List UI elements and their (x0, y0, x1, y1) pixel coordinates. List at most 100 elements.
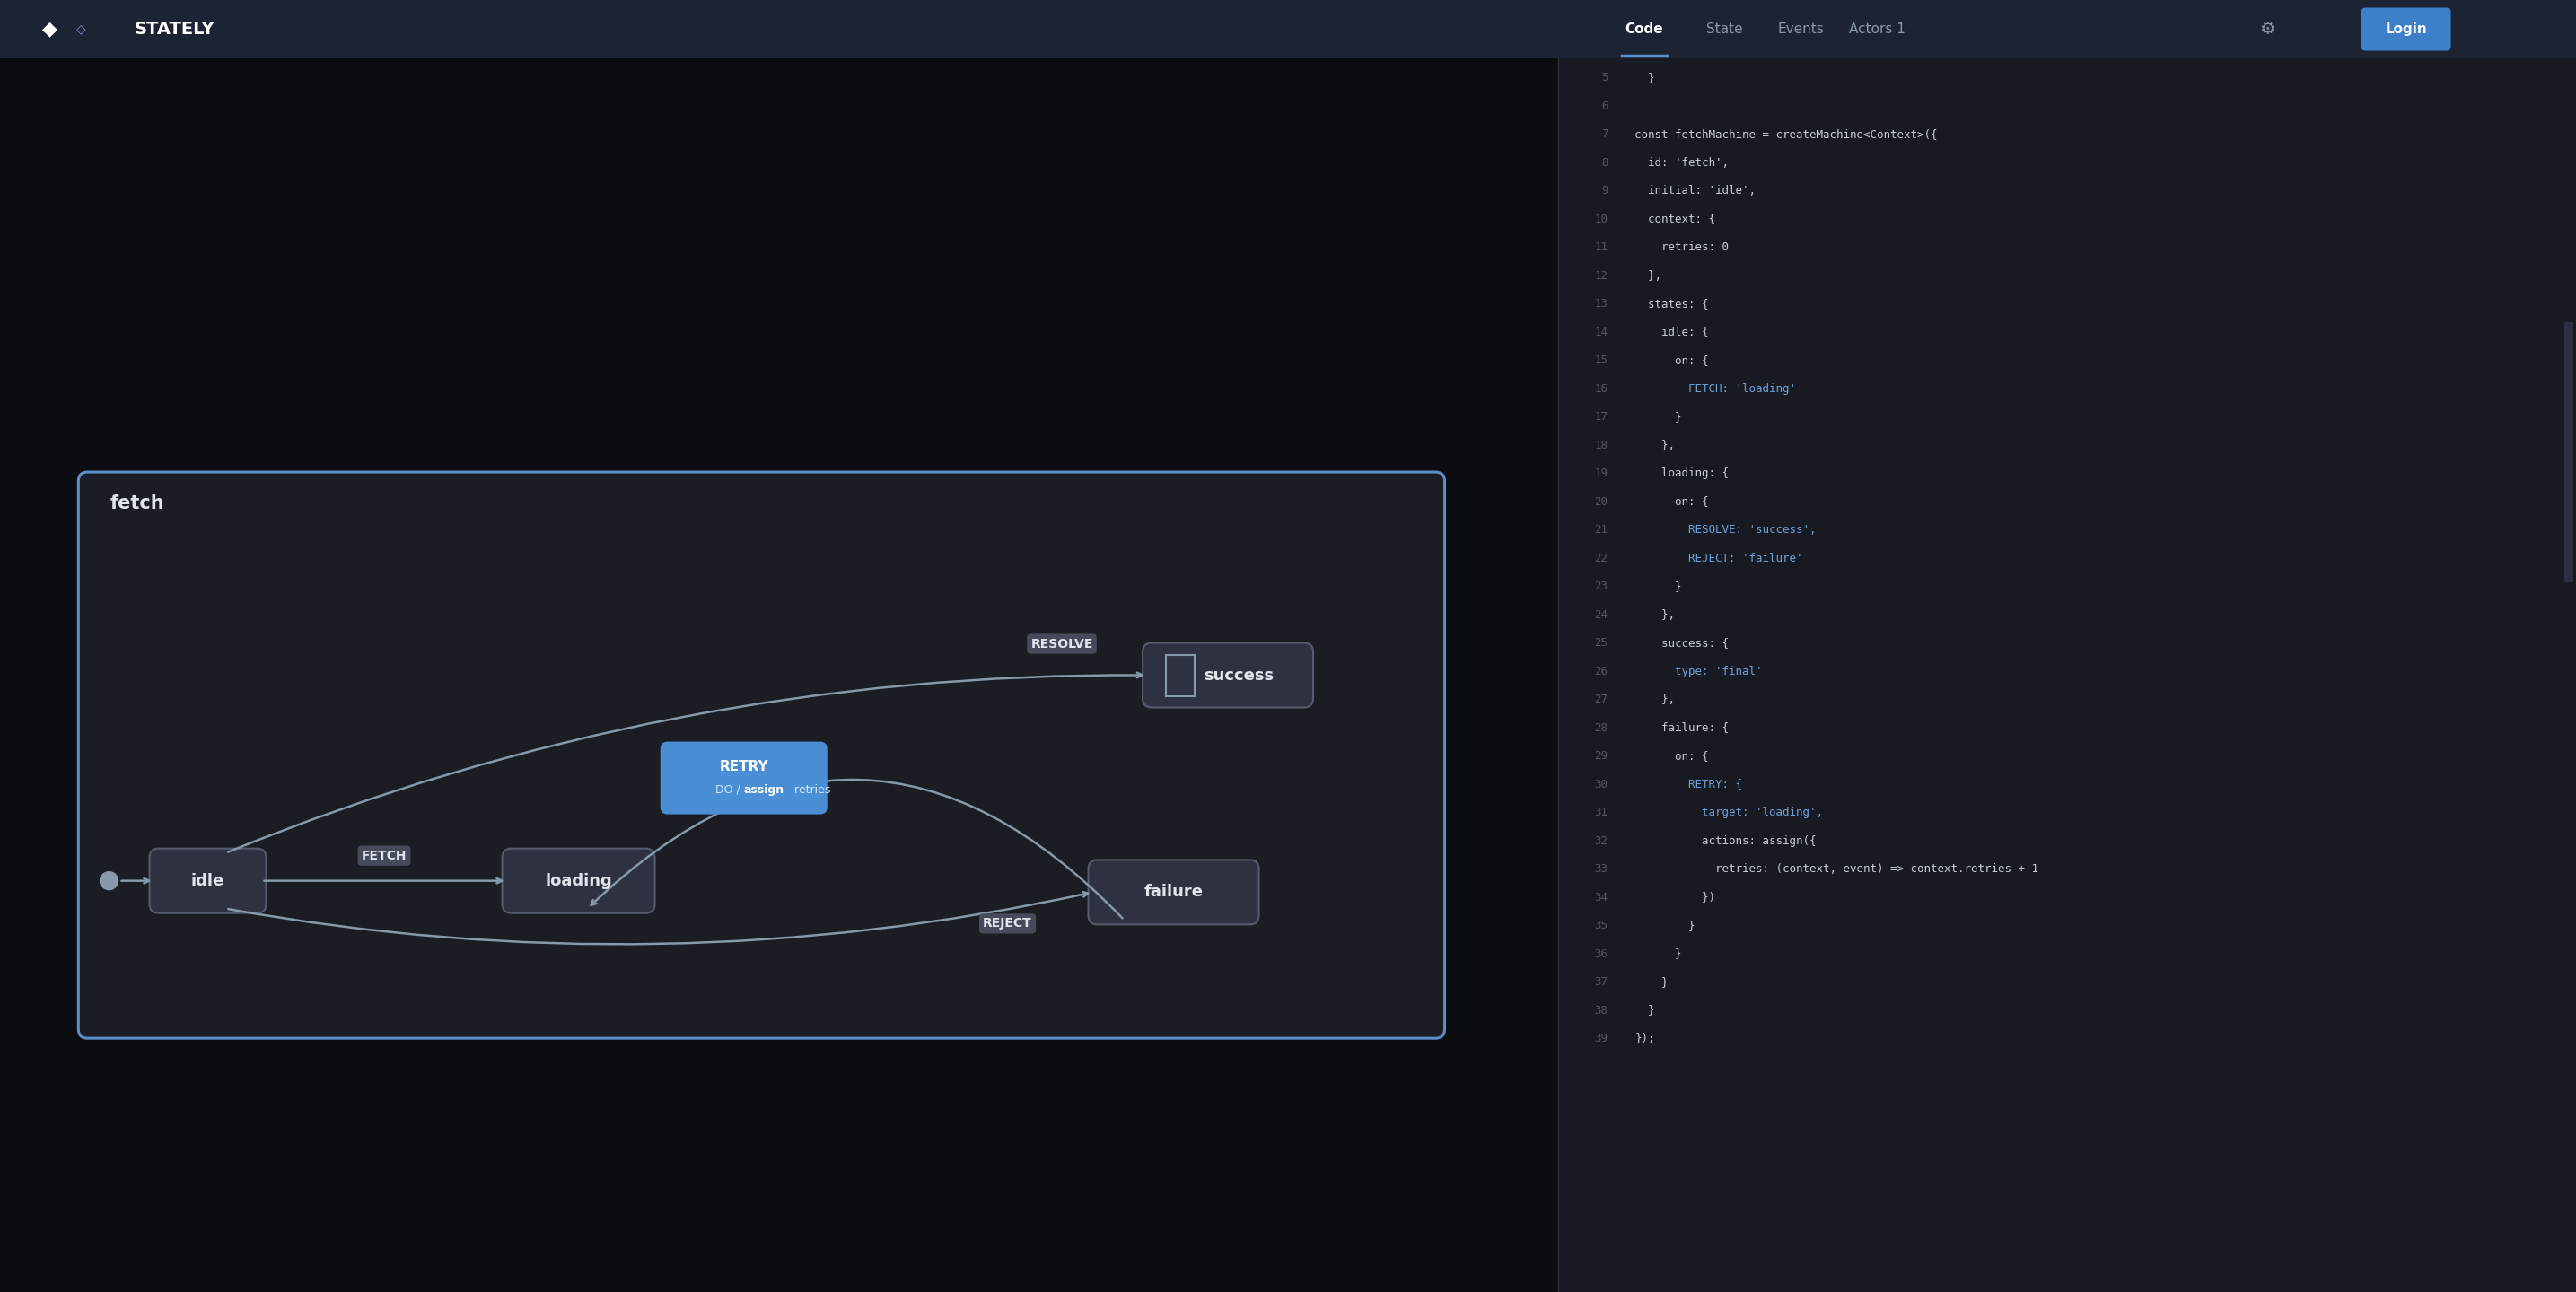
Text: ◆: ◆ (41, 21, 57, 39)
Text: }: } (1636, 977, 1669, 988)
Text: initial: 'idle',: initial: 'idle', (1636, 185, 1757, 196)
Text: 38: 38 (1595, 1004, 1607, 1016)
Text: 32: 32 (1595, 835, 1607, 846)
Text: ◇: ◇ (77, 23, 85, 35)
Text: });: }); (1636, 1032, 1654, 1044)
Text: REJECT: 'failure': REJECT: 'failure' (1636, 552, 1803, 563)
Text: success: success (1203, 667, 1273, 683)
Text: 19: 19 (1595, 468, 1607, 479)
FancyBboxPatch shape (2563, 322, 2573, 583)
Text: 39: 39 (1595, 1032, 1607, 1044)
Text: }: } (1636, 411, 1682, 422)
Text: REJECT: REJECT (984, 917, 1033, 930)
FancyBboxPatch shape (659, 742, 827, 814)
Text: retries: 0: retries: 0 (1636, 242, 1728, 253)
Text: type: 'final': type: 'final' (1636, 665, 1762, 677)
Text: },: }, (1636, 609, 1674, 620)
FancyBboxPatch shape (1144, 643, 1314, 708)
Text: 25: 25 (1595, 637, 1607, 649)
Text: states: {: states: { (1636, 298, 1708, 310)
Text: FETCH: 'loading': FETCH: 'loading' (1636, 382, 1795, 394)
Text: failure: {: failure: { (1636, 722, 1728, 734)
Text: retries: retries (791, 784, 829, 796)
Text: Events: Events (1777, 22, 1824, 36)
Text: STATELY: STATELY (134, 21, 214, 37)
Text: on: {: on: { (1636, 496, 1708, 508)
FancyBboxPatch shape (502, 849, 654, 913)
Text: 29: 29 (1595, 751, 1607, 762)
Text: idle: {: idle: { (1636, 326, 1708, 337)
Text: 14: 14 (1595, 326, 1607, 337)
Text: target: 'loading',: target: 'loading', (1636, 806, 1824, 818)
Text: }: } (1636, 72, 1654, 84)
Text: 23: 23 (1595, 580, 1607, 592)
Text: RETRY: {: RETRY: { (1636, 778, 1741, 789)
Text: },: }, (1636, 270, 1662, 282)
Text: Actors 1: Actors 1 (1850, 22, 1906, 36)
Text: 26: 26 (1595, 665, 1607, 677)
Circle shape (100, 872, 118, 890)
Text: 17: 17 (1595, 411, 1607, 422)
Text: }: } (1636, 920, 1695, 932)
Text: idle: idle (191, 872, 224, 889)
Text: 33: 33 (1595, 863, 1607, 875)
Text: 37: 37 (1595, 977, 1607, 988)
Text: actions: assign({: actions: assign({ (1636, 835, 1816, 846)
Text: RESOLVE: 'success',: RESOLVE: 'success', (1636, 525, 1816, 536)
Text: 13: 13 (1595, 298, 1607, 310)
Text: 16: 16 (1595, 382, 1607, 394)
FancyBboxPatch shape (77, 472, 1445, 1039)
Text: on: {: on: { (1636, 751, 1708, 762)
Text: 8: 8 (1602, 156, 1607, 168)
Text: 24: 24 (1595, 609, 1607, 620)
Text: Code: Code (1625, 22, 1664, 36)
FancyBboxPatch shape (0, 0, 2576, 58)
Text: RETRY: RETRY (719, 760, 768, 773)
Text: 21: 21 (1595, 525, 1607, 536)
Text: 22: 22 (1595, 552, 1607, 563)
Text: }): }) (1636, 891, 1716, 903)
Text: 27: 27 (1595, 694, 1607, 705)
Text: 11: 11 (1595, 242, 1607, 253)
Text: success: {: success: { (1636, 637, 1728, 649)
Text: on: {: on: { (1636, 354, 1708, 366)
Text: loading: {: loading: { (1636, 468, 1728, 479)
Text: }: } (1636, 580, 1682, 592)
Text: 34: 34 (1595, 891, 1607, 903)
Text: failure: failure (1144, 884, 1203, 901)
Text: fetch: fetch (111, 495, 165, 513)
Text: 15: 15 (1595, 354, 1607, 366)
Text: loading: loading (546, 872, 613, 889)
FancyBboxPatch shape (2362, 8, 2450, 50)
Text: 5: 5 (1602, 72, 1607, 84)
Text: assign: assign (744, 784, 783, 796)
Text: retries: (context, event) => context.retries + 1: retries: (context, event) => context.ret… (1636, 863, 2038, 875)
Text: 6: 6 (1602, 99, 1607, 111)
Text: },: }, (1636, 439, 1674, 451)
Text: 35: 35 (1595, 920, 1607, 932)
Text: const fetchMachine = createMachine<Context>({: const fetchMachine = createMachine<Conte… (1636, 128, 1937, 140)
Text: Login: Login (2385, 22, 2427, 36)
Text: 31: 31 (1595, 806, 1607, 818)
FancyBboxPatch shape (149, 849, 265, 913)
Text: FETCH: FETCH (361, 849, 407, 862)
FancyBboxPatch shape (1167, 655, 1195, 696)
Text: }: } (1636, 948, 1682, 960)
Text: context: {: context: { (1636, 213, 1716, 225)
Text: RESOLVE: RESOLVE (1030, 637, 1092, 650)
Text: State: State (1705, 22, 1744, 36)
Text: id: 'fetch',: id: 'fetch', (1636, 156, 1728, 168)
FancyBboxPatch shape (1558, 58, 2576, 1292)
Text: ⚙: ⚙ (2259, 21, 2275, 37)
Text: 18: 18 (1595, 439, 1607, 451)
Text: 30: 30 (1595, 778, 1607, 789)
Text: 9: 9 (1602, 185, 1607, 196)
Text: }: } (1636, 1004, 1654, 1016)
FancyBboxPatch shape (0, 58, 1558, 1292)
Text: 10: 10 (1595, 213, 1607, 225)
FancyBboxPatch shape (1087, 860, 1260, 925)
Text: 12: 12 (1595, 270, 1607, 282)
Text: 36: 36 (1595, 948, 1607, 960)
Text: },: }, (1636, 694, 1674, 705)
Text: DO /: DO / (716, 784, 744, 796)
